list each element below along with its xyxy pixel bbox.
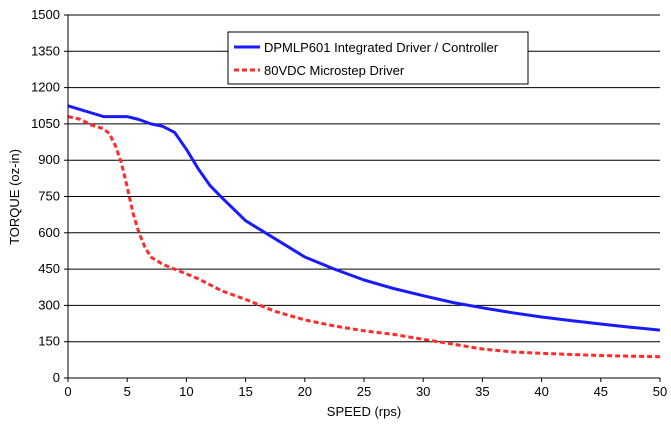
y-tick-label-5: 750 <box>38 189 60 204</box>
series-line-0 <box>67 104 661 332</box>
y-tick-label-10: 1500 <box>31 7 60 22</box>
y-tick-labels: 0 150 300 450 600 750 900 1050 1200 1350 1500 <box>31 7 60 385</box>
axes <box>64 14 661 382</box>
x-tick-label-9: 45 <box>594 384 608 399</box>
x-tick-label-8: 40 <box>534 384 548 399</box>
x-tick-label-10: 50 <box>653 384 667 399</box>
legend-label-0: DPMLP601 Integrated Driver / Controller <box>264 40 499 55</box>
legend: DPMLP601 Integrated Driver / Controller 8… <box>227 31 529 85</box>
legend-box <box>227 31 529 85</box>
x-tick-label-6: 30 <box>416 384 430 399</box>
series-line-1 <box>67 115 661 359</box>
y-tick-label-2: 300 <box>38 297 60 312</box>
x-tick-label-1: 5 <box>124 384 131 399</box>
y-tick-label-9: 1350 <box>31 43 60 58</box>
series-lines <box>67 104 661 359</box>
x-tick-label-2: 10 <box>179 384 193 399</box>
y-tick-label-0: 0 <box>53 370 60 385</box>
x-tick-label-5: 25 <box>357 384 371 399</box>
y-tick-label-8: 1200 <box>31 80 60 95</box>
x-tick-label-4: 20 <box>298 384 312 399</box>
x-tick-labels: 0 5 10 15 20 25 30 35 40 45 50 <box>64 384 667 399</box>
y-axis-title: TORQUE (oz-in) <box>7 149 22 245</box>
x-tick-label-7: 35 <box>475 384 489 399</box>
x-axis-title: SPEED (rps) <box>327 404 401 419</box>
y-tick-label-7: 1050 <box>31 116 60 131</box>
y-tick-label-1: 150 <box>38 334 60 349</box>
y-tick-label-4: 600 <box>38 225 60 240</box>
y-tick-label-6: 900 <box>38 152 60 167</box>
x-tick-label-0: 0 <box>64 384 71 399</box>
x-tick-label-3: 15 <box>238 384 252 399</box>
legend-label-1: 80VDC Microstep Driver <box>264 63 405 78</box>
y-tick-label-3: 450 <box>38 261 60 276</box>
